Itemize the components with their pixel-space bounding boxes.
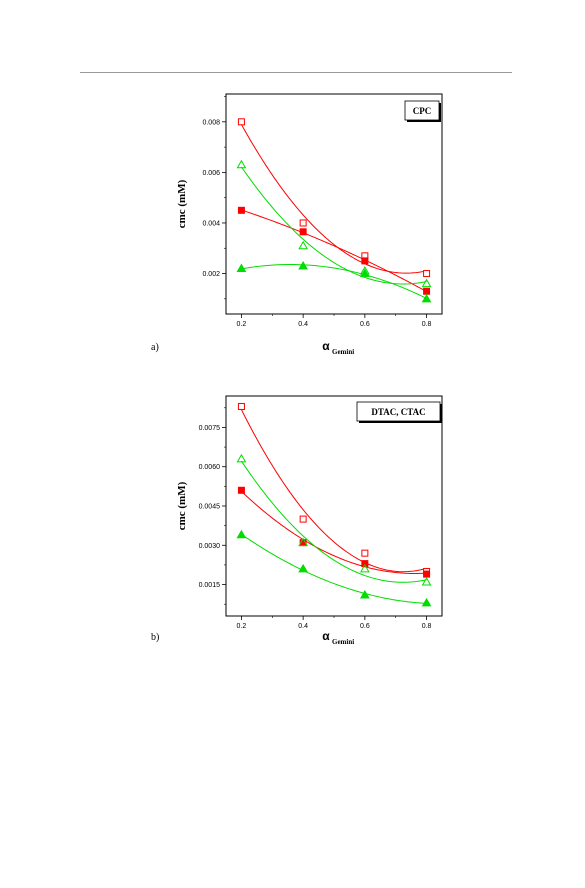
y-tick-label: 0.004 bbox=[202, 220, 220, 227]
series-1-fit-line bbox=[240, 409, 427, 573]
y-tick-label: 0.0045 bbox=[199, 504, 221, 511]
series-3-point bbox=[359, 563, 370, 573]
series-2-fit-line bbox=[241, 490, 427, 574]
chart-panel-2: 0.2 0.4 0.6 0.8 0.0015 0.0030 0.0045 0.0060 0.00… bbox=[151, 395, 443, 646]
legend-box bbox=[356, 401, 441, 422]
x-tick-label: 0.8 bbox=[422, 623, 432, 630]
series-2-fit-line bbox=[241, 209, 427, 292]
series-4-point bbox=[236, 529, 247, 539]
series-1-point bbox=[299, 219, 307, 227]
series-3-point bbox=[421, 576, 432, 586]
x-axis-label-subscript: Gemini bbox=[332, 638, 354, 646]
series-3-point bbox=[236, 453, 247, 463]
x-axis-label: α bbox=[322, 339, 330, 353]
series-4-fit-line bbox=[241, 533, 427, 604]
series-2-point bbox=[361, 560, 369, 568]
series-4-point bbox=[421, 597, 432, 607]
series-1-point bbox=[423, 270, 431, 278]
y-axis-label: cmc (mM) bbox=[176, 179, 188, 228]
series-3-point bbox=[236, 159, 247, 169]
series-4-point bbox=[359, 590, 370, 599]
series-1-fit-line bbox=[240, 124, 427, 274]
series-2-point bbox=[423, 287, 431, 295]
y-axis-label: cmc (mM) bbox=[176, 481, 188, 530]
header-rule bbox=[80, 72, 512, 73]
series-3-point bbox=[298, 537, 309, 547]
series-1-point bbox=[299, 515, 307, 523]
series-3-point bbox=[298, 240, 309, 250]
y-tick-label: 0.0075 bbox=[199, 425, 221, 432]
panel-label: b) bbox=[151, 632, 159, 643]
series-1-point bbox=[237, 402, 245, 410]
chart-panel-1: 0.2 0.4 0.6 0.8 0.002 0.004 0.006 0.008 cmc (mM)… bbox=[151, 93, 443, 356]
series-3-point bbox=[421, 278, 432, 288]
plot-frame bbox=[225, 93, 443, 315]
x-tick-label: 0.2 bbox=[237, 321, 247, 328]
series-2-point bbox=[237, 486, 245, 494]
y-tick-label: 0.002 bbox=[202, 271, 220, 278]
y-tick-label: 0.0060 bbox=[199, 464, 221, 471]
x-tick-label: 0.4 bbox=[298, 623, 308, 630]
series-2-point bbox=[299, 228, 307, 236]
series-1-point bbox=[361, 549, 369, 557]
x-tick-label: 0.6 bbox=[360, 623, 370, 630]
x-tick-label: 0.4 bbox=[298, 321, 308, 328]
series-4-point bbox=[236, 263, 247, 272]
y-tick-label: 0.0030 bbox=[199, 543, 221, 550]
y-tick-label: 0.008 bbox=[202, 119, 220, 126]
x-axis-label-subscript: Gemini bbox=[332, 348, 354, 356]
legend-box bbox=[404, 100, 440, 121]
series-3-fit-line bbox=[241, 460, 427, 583]
x-tick-label: 0.6 bbox=[360, 321, 370, 328]
y-tick-label: 0.006 bbox=[202, 170, 220, 177]
series-4-fit-line bbox=[241, 264, 427, 299]
series-4-point bbox=[298, 563, 309, 573]
series-4-point bbox=[421, 293, 432, 303]
x-axis-label: α bbox=[322, 629, 330, 643]
x-tick-label: 0.2 bbox=[237, 623, 247, 630]
panel-label: a) bbox=[151, 342, 159, 353]
series-2-point bbox=[361, 257, 369, 265]
series-4-point bbox=[298, 260, 309, 270]
legend-text: CPC bbox=[413, 106, 432, 116]
legend-text: DTAC, CTAC bbox=[371, 407, 425, 417]
series-4-point bbox=[359, 268, 370, 278]
series-3-fit-line bbox=[241, 166, 427, 285]
y-tick-label: 0.0015 bbox=[199, 582, 221, 589]
series-2-point bbox=[237, 206, 245, 214]
series-1-point bbox=[237, 118, 245, 126]
series-2-point bbox=[423, 570, 431, 578]
plot-frame bbox=[225, 395, 443, 617]
x-tick-label: 0.8 bbox=[422, 321, 432, 328]
